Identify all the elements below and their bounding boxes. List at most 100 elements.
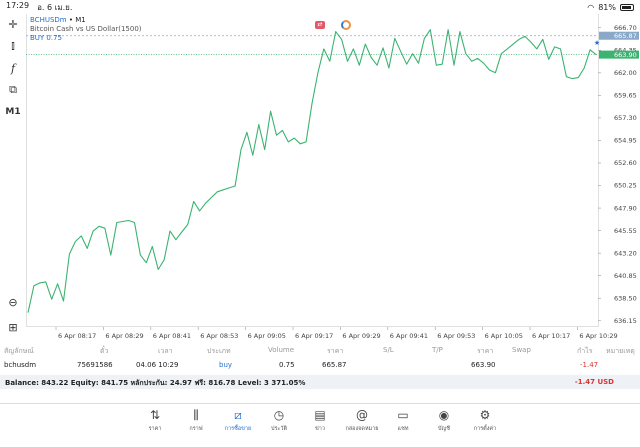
col-current-price: ราคา bbox=[477, 347, 494, 355]
nav-quotes-label: ราคา bbox=[148, 426, 162, 432]
col-profit: กำไร bbox=[577, 347, 593, 355]
x-tick-label: 6 Apr 10:05 bbox=[485, 332, 523, 340]
y-tick-label: 659.65 bbox=[614, 92, 637, 100]
chart-title: BCHUSDm • M1 Bitcoin Cash vs US Dollar(1… bbox=[30, 16, 142, 42]
x-tick-label: 6 Apr 09:41 bbox=[390, 332, 428, 340]
chart-canvas: 636.15 638.50 640.85 643.20 645.55 647.90 650.… bbox=[26, 13, 639, 340]
plot-frame bbox=[26, 13, 599, 327]
y-tick-label: 636.15 bbox=[614, 317, 637, 325]
crosshair-icon[interactable]: ✛ bbox=[8, 17, 18, 31]
nav-trade[interactable]: ⧄ การซื้อขาย bbox=[220, 408, 256, 433]
trade-icon: ⧄ bbox=[234, 408, 242, 422]
ask-price-tag: 665.87 bbox=[614, 32, 637, 40]
col-time: เวลา bbox=[158, 347, 173, 355]
refresh-icon[interactable] bbox=[341, 20, 351, 30]
ask-price-tag-bg bbox=[599, 31, 639, 40]
x-tick-label: 6 Apr 08:17 bbox=[58, 332, 96, 340]
trade-price: 665.87 bbox=[322, 361, 347, 369]
col-swap: Swap bbox=[512, 346, 531, 354]
y-tick-label: 652.60 bbox=[614, 159, 637, 167]
nav-trade-label: การซื้อขาย bbox=[224, 426, 252, 432]
trade-ticket: 75691586 bbox=[77, 361, 113, 369]
y-tick-label: 640.85 bbox=[614, 272, 637, 280]
buy-line-label: BUY 0.75 bbox=[30, 34, 63, 42]
price-chart[interactable]: 636.15 638.50 640.85 643.20 645.55 647.90 650.… bbox=[26, 13, 640, 344]
trade-table-header: สัญลักษณ์ ตั๋ว เวลา ประเภท Volume ราคา S… bbox=[0, 344, 640, 357]
y-tick-label: 654.95 bbox=[614, 137, 637, 145]
chart-type-icon[interactable]: ⫾ bbox=[11, 39, 15, 52]
col-comment: หมายเหตุ bbox=[606, 347, 635, 355]
x-tick-label: 6 Apr 08:53 bbox=[200, 332, 238, 340]
trade-row[interactable]: bchusdm 75691586 04.06 10:29 buy 0.75 66… bbox=[0, 359, 640, 372]
y-tick-label: 647.90 bbox=[614, 204, 637, 212]
col-sl: S/L bbox=[383, 346, 394, 354]
x-tick-label: 6 Apr 10:17 bbox=[532, 332, 570, 340]
y-tick-label: 650.25 bbox=[614, 182, 637, 190]
mailbox-icon: @ bbox=[356, 408, 368, 422]
battery-percent: 81% bbox=[598, 2, 616, 12]
col-volume: Volume bbox=[268, 346, 295, 354]
wifi-icon: ◠ bbox=[587, 2, 595, 12]
objects-icon[interactable]: ⧉ bbox=[9, 83, 17, 96]
nav-chart[interactable]: ⫼ กราฟ bbox=[178, 408, 214, 433]
trade-type: buy bbox=[219, 361, 233, 369]
floating-pl: -1.47 USD bbox=[574, 378, 614, 386]
chart-icon: ⫼ bbox=[193, 408, 199, 422]
chart-toolbar: ✛ ⫾ f ⧉ M1 ⊖ ⊞ bbox=[0, 14, 26, 340]
account-icon: ◉ bbox=[438, 408, 450, 422]
price-line bbox=[27, 29, 597, 313]
indicators-icon[interactable]: f bbox=[10, 61, 16, 75]
new-order-icon[interactable]: ⊞ bbox=[8, 320, 18, 334]
settings-icon: ⚙ bbox=[479, 408, 491, 422]
balance-text: Balance: 843.22 Equity: 841.75 หลักประกั… bbox=[5, 379, 306, 387]
y-tick-label: 666.70 bbox=[614, 24, 637, 32]
nav-account[interactable]: ◉ บัญชี bbox=[426, 408, 462, 433]
nav-chart-label: กราฟ bbox=[189, 426, 203, 432]
balance-summary: Balance: 843.22 Equity: 841.75 หลักประกั… bbox=[0, 375, 640, 389]
zoom-icon[interactable]: ⊖ bbox=[8, 295, 18, 309]
trade-profit: -1.47 bbox=[580, 361, 599, 369]
nav-chat[interactable]: ▭ แชท bbox=[385, 408, 421, 433]
y-tick-label: 638.50 bbox=[614, 294, 637, 302]
x-tick-label: 6 Apr 08:41 bbox=[153, 332, 191, 340]
status-bar: 17:29 อ. 6 เม.ย. ◠ 81% bbox=[0, 0, 640, 14]
nav-history-label: ประวัติ bbox=[270, 426, 288, 432]
y-tick-label: 664.35 bbox=[614, 46, 637, 54]
bookmark-icon: ★ bbox=[594, 39, 600, 47]
nav-mailbox-label: กล่องจดหมาย bbox=[345, 426, 379, 432]
x-tick-label: 6 Apr 08:29 bbox=[105, 332, 143, 340]
nav-news[interactable]: ▤ ข่าว bbox=[302, 408, 338, 433]
col-symbol: สัญลักษณ์ bbox=[4, 347, 34, 355]
news-icon: ▤ bbox=[314, 408, 326, 422]
bid-price-tag: 663.90 bbox=[614, 51, 637, 59]
battery-icon bbox=[620, 3, 634, 11]
nav-quotes[interactable]: ⇅ ราคา bbox=[137, 408, 173, 433]
x-tick-label: 6 Apr 09:05 bbox=[248, 332, 286, 340]
history-icon: ◷ bbox=[273, 408, 285, 422]
chart-timeframe: M1 bbox=[75, 16, 86, 24]
nav-settings-label: การตั้งค่า bbox=[473, 426, 497, 432]
trade-time: 04.06 10:29 bbox=[136, 361, 179, 369]
status-time: 17:29 bbox=[6, 0, 30, 10]
timeframe-button[interactable]: M1 bbox=[5, 107, 21, 117]
one-click-icon[interactable]: ⇄ bbox=[315, 21, 325, 29]
x-tick-label: 6 Apr 09:29 bbox=[342, 332, 380, 340]
nav-chat-label: แชท bbox=[397, 426, 409, 432]
col-price: ราคา bbox=[327, 347, 344, 355]
y-tick-label: 643.20 bbox=[614, 249, 637, 257]
nav-account-label: บัญชี bbox=[438, 426, 450, 432]
nav-news-label: ข่าว bbox=[315, 426, 325, 432]
x-tick-label: 6 Apr 10:29 bbox=[579, 332, 617, 340]
nav-settings[interactable]: ⚙ การตั้งค่า bbox=[467, 408, 503, 433]
status-date: อ. 6 เม.ย. bbox=[37, 2, 73, 12]
y-tick-label: 662.00 bbox=[614, 69, 637, 77]
x-tick-label: 6 Apr 09:53 bbox=[437, 332, 475, 340]
x-tick-label: 6 Apr 09:17 bbox=[295, 332, 333, 340]
y-tick-label: 657.30 bbox=[614, 114, 637, 122]
chart-description: Bitcoin Cash vs US Dollar(1500) bbox=[30, 25, 142, 33]
col-ticket: ตั๋ว bbox=[100, 347, 109, 355]
y-tick-label: 645.55 bbox=[614, 227, 637, 235]
nav-mailbox[interactable]: @ กล่องจดหมาย bbox=[344, 408, 380, 433]
chart-symbol: BCHUSDm bbox=[30, 16, 67, 24]
nav-history[interactable]: ◷ ประวัติ bbox=[261, 408, 297, 433]
